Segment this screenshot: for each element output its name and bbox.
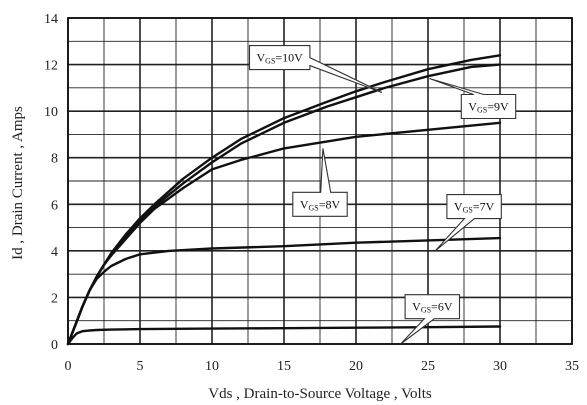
x-tick-label: 0 bbox=[65, 359, 72, 374]
series-label: VGS=9V bbox=[468, 99, 509, 114]
tick-labels: 0 5 10 15 20 25 30 35 0 2 4 6 8 10 12 14 bbox=[44, 12, 579, 374]
series-line-3 bbox=[66, 236, 502, 346]
series-callout-2: VGS=8V bbox=[292, 148, 348, 217]
y-tick-label: 12 bbox=[44, 59, 58, 74]
y-tick-label: 2 bbox=[51, 291, 58, 306]
y-tick-label: 8 bbox=[51, 152, 58, 167]
x-tick-label: 20 bbox=[349, 359, 363, 374]
y-axis-label: Id , Drain Current , Amps bbox=[10, 106, 26, 260]
y-tick-label: 10 bbox=[44, 105, 58, 120]
x-axis-label: Vds , Drain-to-Source Voltage , Volts bbox=[208, 386, 432, 402]
series-callout-3: VGS=7V bbox=[434, 194, 502, 252]
x-tick-label: 5 bbox=[137, 359, 144, 374]
plot-frame bbox=[67, 17, 573, 345]
callout-box bbox=[429, 77, 517, 120]
y-tick-label: 0 bbox=[51, 338, 58, 353]
series-layer bbox=[66, 54, 502, 346]
series-label: VGS=8V bbox=[300, 197, 341, 212]
x-tick-label: 35 bbox=[565, 359, 579, 374]
callout-box bbox=[434, 194, 502, 252]
axes bbox=[67, 17, 573, 345]
x-tick-label: 25 bbox=[421, 359, 435, 374]
y-tick-label: 4 bbox=[51, 245, 58, 260]
x-tick-label: 30 bbox=[493, 359, 507, 374]
x-tick-label: 10 bbox=[205, 359, 219, 374]
series-callout-0: VGS=10V bbox=[248, 45, 383, 94]
x-tick-label: 15 bbox=[277, 359, 291, 374]
series-line-4 bbox=[66, 325, 502, 346]
series-label: VGS=7V bbox=[454, 200, 495, 215]
y-tick-label: 6 bbox=[51, 198, 58, 213]
series-callout-4: VGS=6V bbox=[400, 294, 461, 345]
y-tick-label: 14 bbox=[44, 12, 58, 27]
series-label: VGS=10V bbox=[257, 51, 304, 66]
callout-box bbox=[400, 294, 461, 345]
callout-box bbox=[248, 45, 383, 94]
callouts: VGS=10V VGS=9V VGS=8V VGS=7V VGS=6V bbox=[248, 45, 517, 345]
series-callout-1: VGS=9V bbox=[429, 77, 517, 120]
callout-box bbox=[292, 148, 348, 217]
series-label: VGS=6V bbox=[412, 300, 453, 315]
